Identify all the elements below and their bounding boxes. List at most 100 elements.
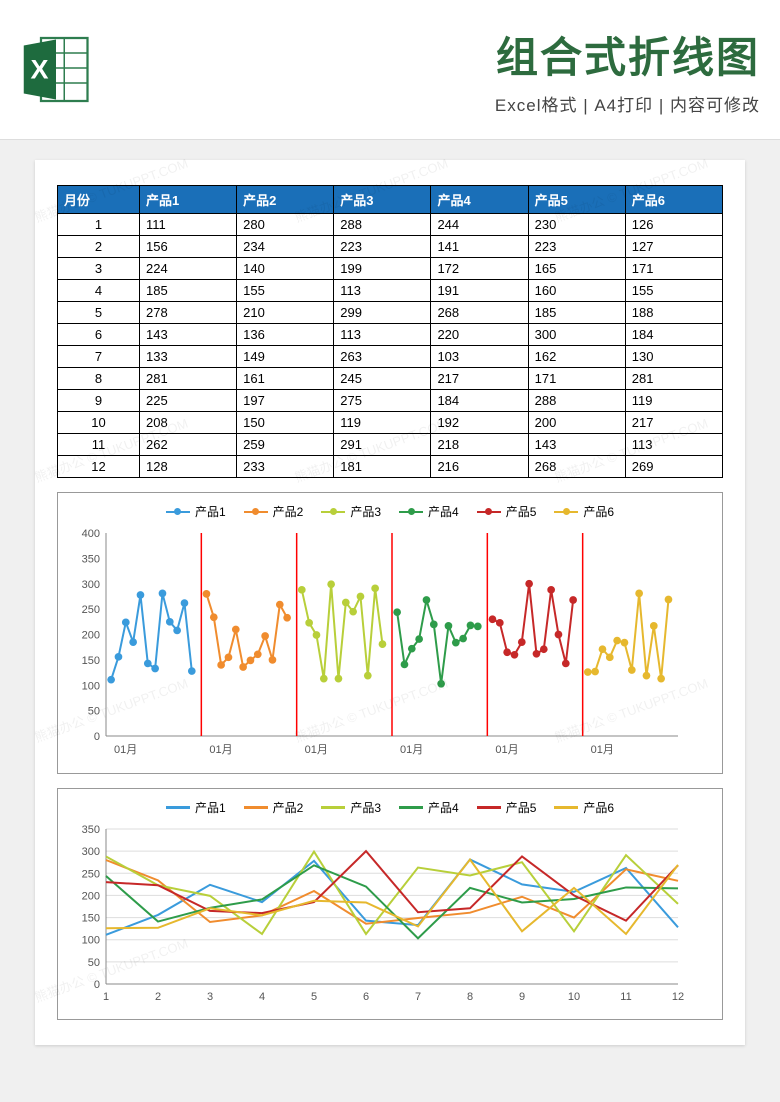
svg-text:01月: 01月: [305, 744, 328, 756]
svg-text:01月: 01月: [591, 744, 614, 756]
svg-text:10: 10: [568, 991, 580, 1003]
svg-text:50: 50: [88, 706, 100, 718]
table-cell: 103: [431, 346, 528, 368]
table-cell: 165: [528, 258, 625, 280]
table-row: 5278210299268185188: [58, 302, 723, 324]
table-cell: 223: [334, 236, 431, 258]
legend-label: 产品3: [350, 799, 381, 816]
table-cell: 216: [431, 456, 528, 478]
svg-text:4: 4: [259, 991, 265, 1003]
table-cell: 224: [139, 258, 236, 280]
table-cell: 143: [139, 324, 236, 346]
legend-item: 产品3: [321, 799, 381, 816]
table-row: 10208150119192200217: [58, 412, 723, 434]
table-cell: 5: [58, 302, 140, 324]
legend-label: 产品6: [583, 799, 614, 816]
svg-text:150: 150: [82, 913, 100, 925]
table-cell: 155: [237, 280, 334, 302]
table-cell: 184: [625, 324, 722, 346]
legend-item: 产品6: [554, 503, 614, 520]
table-cell: 155: [625, 280, 722, 302]
document-page: 月份产品1产品2产品3产品4产品5产品6 1111280288244230126…: [35, 160, 745, 1045]
legend-item: 产品3: [321, 503, 381, 520]
table-cell: 3: [58, 258, 140, 280]
table-cell: 225: [139, 390, 236, 412]
table-row: 7133149263103162130: [58, 346, 723, 368]
svg-text:01月: 01月: [495, 744, 518, 756]
svg-text:100: 100: [82, 935, 100, 947]
table-cell: 161: [237, 368, 334, 390]
legend-item: 产品4: [399, 799, 459, 816]
table-cell: 245: [334, 368, 431, 390]
svg-text:300: 300: [82, 579, 100, 591]
table-cell: 268: [431, 302, 528, 324]
table-cell: 191: [431, 280, 528, 302]
table-cell: 143: [528, 434, 625, 456]
legend-item: 产品1: [166, 503, 226, 520]
chart1-legend: 产品1 产品2 产品3 产品4 产品5 产品6: [68, 503, 712, 520]
table-cell: 113: [334, 324, 431, 346]
table-header-cell: 产品1: [139, 186, 236, 214]
table-cell: 278: [139, 302, 236, 324]
svg-text:7: 7: [415, 991, 421, 1003]
header-text-block: 组合式折线图 Excel格式 | A4打印 | 内容可修改: [115, 24, 760, 116]
table-cell: 160: [528, 280, 625, 302]
table-cell: 234: [237, 236, 334, 258]
svg-text:150: 150: [82, 655, 100, 667]
svg-text:5: 5: [311, 991, 317, 1003]
table-cell: 220: [431, 324, 528, 346]
table-cell: 128: [139, 456, 236, 478]
table-cell: 133: [139, 346, 236, 368]
table-header-cell: 产品5: [528, 186, 625, 214]
table-cell: 217: [625, 412, 722, 434]
legend-item: 产品5: [477, 503, 537, 520]
table-cell: 126: [625, 214, 722, 236]
table-cell: 262: [139, 434, 236, 456]
legend-item: 产品2: [244, 503, 304, 520]
table-cell: 149: [237, 346, 334, 368]
table-cell: 192: [431, 412, 528, 434]
table-cell: 1: [58, 214, 140, 236]
svg-text:6: 6: [363, 991, 369, 1003]
legend-label: 产品3: [350, 503, 381, 520]
table-row: 12128233181216268269: [58, 456, 723, 478]
table-header-cell: 产品3: [334, 186, 431, 214]
svg-text:8: 8: [467, 991, 473, 1003]
svg-text:X: X: [30, 55, 48, 85]
svg-text:100: 100: [82, 680, 100, 692]
table-cell: 7: [58, 346, 140, 368]
svg-text:250: 250: [82, 604, 100, 616]
svg-text:200: 200: [82, 890, 100, 902]
main-title: 组合式折线图: [115, 24, 760, 85]
table-cell: 185: [528, 302, 625, 324]
table-cell: 171: [625, 258, 722, 280]
table-row: 8281161245217171281: [58, 368, 723, 390]
table-cell: 150: [237, 412, 334, 434]
table-row: 6143136113220300184: [58, 324, 723, 346]
table-header-cell: 产品2: [237, 186, 334, 214]
chart1-svg: 05010015020025030035040001月01月01月01月01月0…: [68, 528, 688, 758]
table-cell: 300: [528, 324, 625, 346]
table-row: 3224140199172165171: [58, 258, 723, 280]
table-cell: 233: [237, 456, 334, 478]
table-cell: 288: [334, 214, 431, 236]
data-table: 月份产品1产品2产品3产品4产品5产品6 1111280288244230126…: [57, 185, 723, 478]
table-cell: 288: [528, 390, 625, 412]
svg-text:250: 250: [82, 868, 100, 880]
table-cell: 200: [528, 412, 625, 434]
svg-text:50: 50: [88, 957, 100, 969]
table-cell: 9: [58, 390, 140, 412]
table-cell: 197: [237, 390, 334, 412]
table-header-cell: 产品4: [431, 186, 528, 214]
table-cell: 8: [58, 368, 140, 390]
table-cell: 208: [139, 412, 236, 434]
legend-item: 产品4: [399, 503, 459, 520]
table-cell: 281: [139, 368, 236, 390]
svg-text:350: 350: [82, 553, 100, 565]
excel-icon: X: [20, 32, 95, 107]
table-cell: 275: [334, 390, 431, 412]
legend-label: 产品2: [273, 503, 304, 520]
legend-item: 产品2: [244, 799, 304, 816]
table-cell: 181: [334, 456, 431, 478]
legend-label: 产品4: [428, 503, 459, 520]
